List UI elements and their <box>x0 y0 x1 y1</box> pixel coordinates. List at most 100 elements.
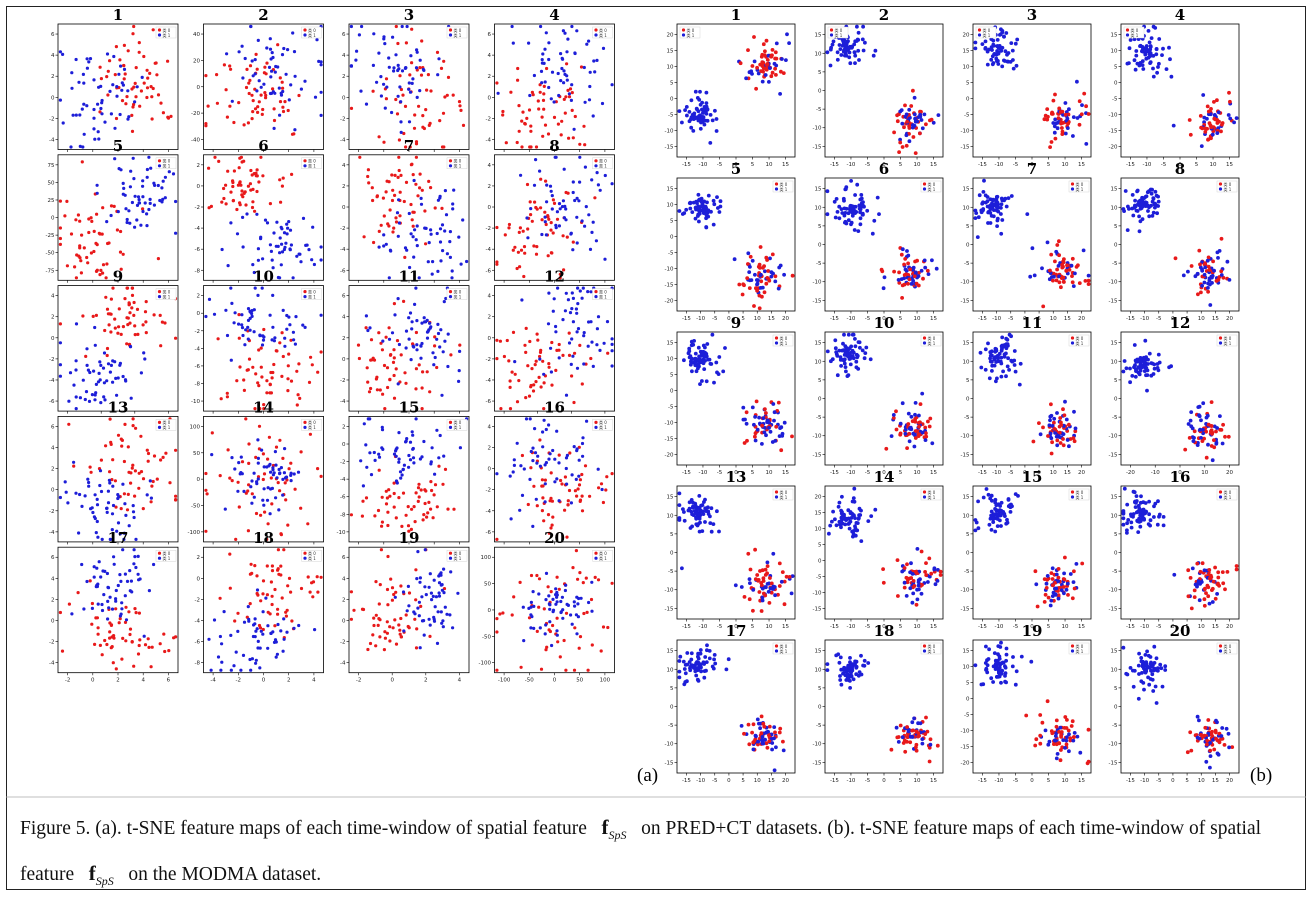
point <box>837 216 842 221</box>
point <box>246 529 250 533</box>
point <box>519 248 524 252</box>
point <box>131 510 136 514</box>
point <box>1145 388 1149 393</box>
point <box>544 461 549 465</box>
point <box>394 642 399 646</box>
point <box>532 73 537 78</box>
scatter-points <box>1125 24 1239 149</box>
point <box>82 102 86 106</box>
point <box>368 451 372 455</box>
point <box>544 648 548 652</box>
x-tick-label: -20 <box>1126 470 1135 476</box>
y-tick-label: -15 <box>961 144 970 150</box>
point <box>74 359 78 363</box>
point <box>906 411 911 416</box>
point <box>714 117 719 121</box>
point <box>1201 427 1205 432</box>
point <box>529 145 533 149</box>
point <box>132 177 136 181</box>
point <box>583 100 587 104</box>
point <box>426 73 430 77</box>
point <box>134 66 138 70</box>
point <box>204 471 208 476</box>
y-tick-label: 15 <box>667 341 674 347</box>
subplot-title: 12 <box>1170 314 1191 332</box>
point <box>119 612 123 616</box>
point <box>760 423 764 428</box>
point <box>100 608 105 613</box>
point <box>704 352 709 356</box>
point <box>753 272 757 277</box>
point <box>771 402 776 406</box>
point <box>705 118 710 123</box>
point <box>542 84 546 88</box>
point <box>433 335 437 339</box>
point <box>113 479 117 483</box>
point <box>917 271 921 275</box>
point <box>364 102 369 106</box>
point <box>535 504 539 508</box>
point <box>790 434 794 439</box>
point <box>560 595 565 599</box>
point <box>773 279 778 284</box>
y-tick-label: 4 <box>51 294 55 300</box>
point <box>1053 117 1058 122</box>
point <box>740 292 745 297</box>
point <box>114 599 118 603</box>
legend-label: 类 1 <box>1224 340 1232 346</box>
point <box>74 218 78 222</box>
point <box>501 113 505 117</box>
y-tick-label: -5 <box>816 574 822 580</box>
point <box>90 601 94 606</box>
point <box>86 477 90 481</box>
point <box>269 580 273 584</box>
point <box>442 567 446 571</box>
point <box>373 514 377 518</box>
point <box>255 482 259 486</box>
point <box>407 87 411 91</box>
point <box>563 508 567 512</box>
point <box>137 201 141 205</box>
point <box>86 261 90 265</box>
point <box>750 64 755 68</box>
point <box>281 176 285 180</box>
point <box>290 132 295 136</box>
point <box>136 195 141 199</box>
point <box>174 635 178 639</box>
x-tick-label: -4 <box>210 678 216 684</box>
point <box>504 141 508 145</box>
point <box>1058 441 1063 445</box>
point <box>269 370 273 375</box>
point <box>218 596 222 600</box>
point <box>768 586 773 591</box>
point <box>844 185 849 190</box>
point <box>1075 116 1080 120</box>
point <box>64 490 68 494</box>
point <box>465 259 469 264</box>
point <box>848 61 853 66</box>
point <box>714 129 719 133</box>
subplot-title: 1 <box>113 6 123 24</box>
x-tick-label: 15 <box>782 470 789 476</box>
point <box>93 325 97 330</box>
point <box>857 513 861 517</box>
point <box>564 456 569 460</box>
point <box>250 59 254 63</box>
point <box>253 107 258 111</box>
legend: 类 0类 1 <box>155 157 177 170</box>
point <box>444 296 448 301</box>
point <box>319 113 323 117</box>
point <box>414 140 419 144</box>
point <box>994 379 998 384</box>
point <box>260 375 264 379</box>
point <box>703 520 707 524</box>
point <box>547 291 551 295</box>
point <box>403 246 408 250</box>
point <box>429 480 433 484</box>
point <box>713 108 717 113</box>
point <box>118 112 122 117</box>
y-tick-label: -6 <box>340 495 346 501</box>
point <box>1198 114 1203 118</box>
y-tick-label: -4 <box>49 378 55 384</box>
